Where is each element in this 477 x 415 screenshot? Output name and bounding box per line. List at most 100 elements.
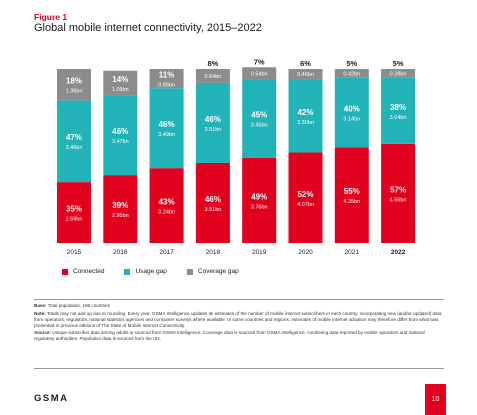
percent-label-connected-2019: 49%: [251, 192, 267, 201]
value-label-connected-2022: 4.56bn: [390, 197, 407, 203]
figure-title: Global mobile internet connectivity, 201…: [34, 22, 262, 34]
value-label-usage-gap-2020: 3.30bn: [297, 120, 314, 126]
percent-label-usage-gap-2022: 38%: [390, 103, 406, 112]
percent-label-connected-2022: 57%: [390, 185, 406, 194]
bar-connected-2021: [334, 147, 369, 243]
legend-swatch-usage-gap: [124, 268, 131, 275]
bar-usage-gap-2020: [288, 79, 323, 153]
value-label-connected-2016: 2.95bn: [112, 213, 129, 219]
value-label-usage-gap-2019: 3.45bn: [251, 123, 268, 129]
value-label-usage-gap-2017: 3.49bn: [158, 132, 175, 138]
bar-coverage-gap-2015: [57, 69, 91, 101]
x-tick-label-2020: 2020: [298, 249, 313, 256]
percent-label-connected-2016: 39%: [112, 201, 128, 210]
percent-label-connected-2015: 35%: [66, 205, 82, 214]
percent-label-usage-gap-2017: 46%: [159, 120, 175, 129]
value-label-usage-gap-2016: 3.47bn: [112, 139, 129, 145]
value-label-coverage-gap-2017: 0.85bn: [158, 83, 175, 89]
bar-usage-gap-2017: [149, 88, 184, 169]
source-paragraph: Source: Unique subscriber data among adu…: [34, 330, 444, 342]
bar-usage-gap-2022: [381, 77, 416, 144]
x-tick-label-2022: 2022: [391, 249, 406, 256]
legend-label-usage-gap: Usage gap: [135, 268, 167, 275]
bar-usage-gap-2018: [195, 82, 230, 163]
value-label-connected-2018: 3.51bn: [204, 207, 221, 213]
gsma-logo: GSMA: [34, 393, 69, 404]
percent-label-usage-gap-2016: 46%: [112, 127, 128, 136]
legend-item-usage-gap: Usage gap: [124, 268, 167, 275]
percent-label-usage-gap-2021: 40%: [344, 105, 360, 114]
bar-connected-2017: [149, 168, 184, 243]
value-label-connected-2019: 3.76bn: [251, 204, 268, 210]
percent-label-connected-2017: 43%: [159, 198, 175, 207]
figure-label: Figure 1: [34, 12, 68, 22]
legend-item-coverage-gap: Coverage gap: [186, 268, 239, 275]
footer-divider: [34, 368, 444, 369]
bar-usage-gap-2016: [103, 95, 138, 176]
x-tick-label-2015: 2015: [67, 249, 82, 256]
bar-coverage-gap-2016: [103, 70, 138, 96]
bar-coverage-gap-2020: [288, 69, 323, 80]
note-text: Totals may not add up due to rounding. E…: [34, 310, 442, 328]
percent-label-usage-gap-2019: 45%: [251, 111, 267, 120]
base-note: Base: Total population, 198 countries: [34, 303, 444, 309]
percent-label-coverage-gap-2020: 6%: [300, 59, 311, 68]
bar-connected-2016: [103, 175, 138, 243]
value-label-usage-gap-2018: 3.51bn: [204, 127, 221, 133]
bar-connected-2015: [57, 182, 91, 243]
bar-connected-2019: [242, 157, 277, 243]
percent-label-coverage-gap-2022: 5%: [393, 59, 404, 68]
bar-coverage-gap-2019: [242, 67, 277, 80]
bar-connected-2022: [381, 143, 416, 243]
percent-label-coverage-gap-2016: 14%: [112, 75, 128, 84]
legend-label-connected: Connected: [73, 268, 105, 275]
percent-label-usage-gap-2018: 46%: [205, 115, 221, 124]
percent-label-coverage-gap-2015: 18%: [66, 77, 82, 86]
value-label-usage-gap-2021: 3.14bn: [343, 117, 360, 123]
value-label-coverage-gap-2019: 0.54bn: [251, 71, 268, 77]
percent-label-usage-gap-2015: 47%: [66, 133, 82, 142]
percent-label-coverage-gap-2017: 11%: [159, 71, 175, 80]
bar-connected-2018: [195, 162, 230, 243]
source-text: Unique subscriber data among adults is s…: [34, 330, 425, 341]
bar-connected-2020: [288, 152, 323, 243]
value-label-usage-gap-2022: 3.04bn: [390, 115, 407, 121]
bar-coverage-gap-2022: [381, 69, 416, 78]
value-label-coverage-gap-2021: 0.42bn: [343, 71, 360, 77]
value-label-coverage-gap-2015: 1.36bn: [66, 89, 83, 95]
value-label-usage-gap-2015: 3.46bn: [66, 145, 83, 151]
page-number: 10: [425, 384, 446, 415]
percent-label-coverage-gap-2019: 7%: [254, 57, 265, 66]
legend-swatch-connected: [62, 268, 68, 275]
bar-usage-gap-2019: [242, 79, 277, 158]
base-label: Base:: [34, 303, 47, 308]
value-label-connected-2017: 3.24bn: [158, 210, 175, 216]
x-tick-label-2019: 2019: [252, 249, 267, 256]
bar-usage-gap-2021: [334, 77, 369, 148]
value-label-coverage-gap-2018: 0.64bn: [204, 74, 221, 80]
percent-label-coverage-gap-2021: 5%: [346, 59, 357, 68]
value-label-connected-2021: 4.35bn: [343, 199, 360, 205]
bar-usage-gap-2015: [57, 100, 91, 183]
percent-label-connected-2018: 46%: [205, 195, 221, 204]
percent-label-connected-2020: 52%: [297, 190, 313, 199]
notes-block: Base: Total population, 198 countries No…: [34, 303, 444, 344]
chart-legend: Connected Usage gap Coverage gap: [62, 268, 239, 275]
value-label-connected-2020: 4.07bn: [297, 202, 314, 208]
bar-coverage-gap-2021: [334, 69, 369, 78]
base-text: Total population, 198 countries: [47, 303, 111, 308]
note-label: Note:: [34, 310, 46, 316]
x-tick-label-2021: 2021: [345, 249, 360, 256]
legend-swatch-coverage-gap: [186, 268, 193, 275]
source-label: Source:: [34, 330, 52, 335]
percent-label-usage-gap-2020: 42%: [297, 108, 313, 117]
x-tick-label-2016: 2016: [113, 249, 128, 256]
stacked-bar-chart: 35% 2.59bn 47% 3.46bn 18% 1.36bn 2015 39% 2.95bn…: [57, 57, 416, 256]
value-label-connected-2015: 2.59bn: [66, 217, 83, 223]
note-paragraph: Note: Totals may not add up due to round…: [34, 311, 444, 329]
value-label-coverage-gap-2022: 0.38bn: [390, 71, 407, 77]
bar-coverage-gap-2018: [195, 69, 230, 83]
x-tick-label-2018: 2018: [206, 249, 221, 256]
bar-coverage-gap-2017: [149, 69, 184, 89]
notes-divider: [34, 299, 444, 300]
